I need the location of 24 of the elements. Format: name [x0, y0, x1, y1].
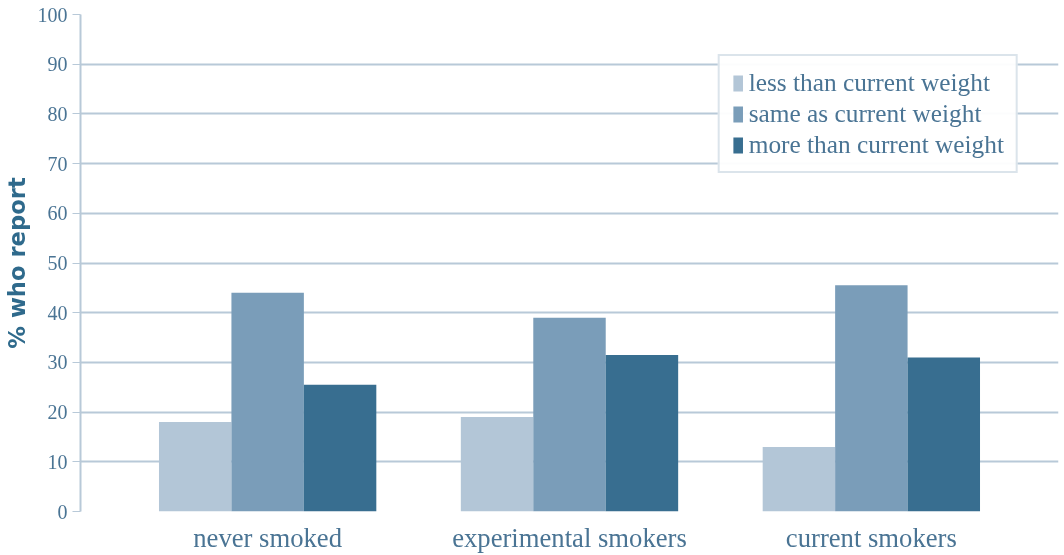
- y-tick-label: 60: [47, 202, 68, 225]
- legend-label: more than current weight: [748, 130, 1004, 159]
- y-axis-title: % who report: [3, 177, 30, 349]
- bar: [907, 357, 981, 512]
- legend-label: less than current weight: [748, 68, 990, 97]
- y-tick-label: 100: [37, 3, 68, 26]
- y-tick-label: 30: [47, 351, 68, 374]
- x-tick-label: never smoked: [193, 522, 343, 553]
- legend-label: same as current weight: [748, 99, 982, 128]
- bar: [231, 292, 304, 512]
- y-tick-label: 0: [57, 500, 68, 523]
- x-tick-label: current smokers: [785, 522, 957, 553]
- x-tick-label: experimental smokers: [452, 522, 687, 553]
- bar: [533, 317, 606, 512]
- y-tick-label: 80: [47, 102, 68, 125]
- bar: [835, 285, 908, 512]
- y-tick-label: 50: [47, 252, 68, 274]
- y-tick-label: 90: [47, 53, 68, 76]
- y-tick-label: 10: [47, 450, 68, 473]
- bar: [605, 354, 679, 512]
- y-tick-label: 20: [47, 401, 68, 424]
- bar: [303, 384, 377, 512]
- y-tick-label: 70: [47, 152, 68, 175]
- y-tick-label: 40: [47, 301, 68, 324]
